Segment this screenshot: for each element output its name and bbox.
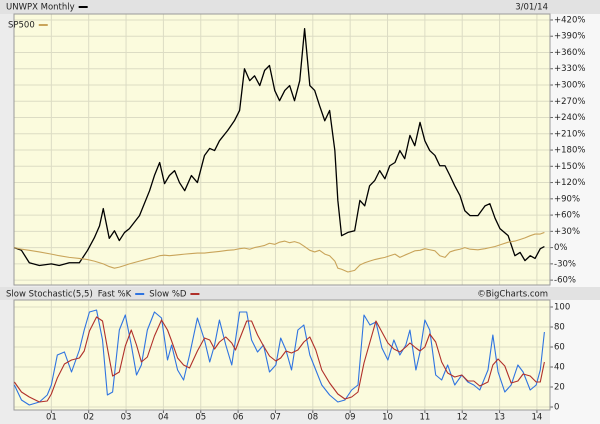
y-tick-label: +360% [554, 48, 585, 58]
legend-label: SP500 [8, 21, 35, 31]
plot-area [13, 299, 551, 411]
plot-frame [13, 13, 551, 286]
y-tick-label: +180% [554, 146, 585, 156]
legend-label: Fast %K [98, 290, 132, 300]
x-tick-label: 12 [457, 413, 468, 423]
axis-panel [550, 14, 600, 287]
y-tick-label: +300% [554, 81, 585, 91]
series-line [13, 316, 545, 403]
y-tick-label: 0 [554, 403, 559, 413]
y-tick-label: 60 [554, 343, 565, 353]
y-tick-label: -30% [554, 259, 576, 269]
series-line [13, 309, 545, 406]
y-tick-label: +240% [554, 113, 585, 123]
x-tick-label: 02 [83, 413, 94, 423]
x-tick-label: 14 [532, 413, 543, 423]
series-line [14, 27, 545, 267]
y-tick-label: +90% [554, 194, 580, 204]
x-tick-label: 13 [494, 413, 505, 423]
y-tick-label: 20 [554, 383, 565, 393]
y-tick-label: +30% [554, 227, 580, 237]
legend-label: UNWPX Monthly [6, 3, 75, 13]
x-tick-label: 09 [345, 413, 356, 423]
series-line [14, 231, 545, 273]
header-bar [0, 0, 600, 14]
indicator-title: Slow Stochastic(5,5) [6, 290, 93, 300]
y-tick-label: +270% [554, 97, 585, 107]
plot-frame [13, 299, 551, 411]
x-tick-label: 10 [382, 413, 393, 423]
y-tick-label: 40 [554, 363, 565, 373]
x-tick-label: 05 [195, 413, 206, 423]
x-tick-label: 04 [158, 413, 169, 423]
indicator-header-bar [0, 287, 600, 300]
y-tick-label: -60% [554, 276, 576, 286]
y-tick-label: +420% [554, 15, 585, 25]
y-tick-label: +60% [554, 211, 580, 221]
y-tick-label: 100 [554, 303, 570, 313]
x-tick-label: 08 [307, 413, 318, 423]
y-tick-label: 0% [554, 243, 568, 253]
y-tick-label: +330% [554, 64, 585, 74]
chart-date: 3/01/14 [515, 3, 548, 13]
credit: ©BigCharts.com [477, 290, 548, 300]
axis-panel [550, 300, 600, 424]
x-tick-label: 07 [270, 413, 281, 423]
y-tick-label: +150% [554, 162, 585, 172]
x-tick-label: 06 [233, 413, 244, 423]
y-tick-label: 80 [554, 323, 565, 333]
x-tick-label: 11 [419, 413, 430, 423]
x-tick-label: 01 [46, 413, 57, 423]
x-tick-label: 03 [121, 413, 132, 423]
y-tick-label: +120% [554, 178, 585, 188]
y-tick-label: +210% [554, 129, 585, 139]
plot-area [13, 13, 551, 286]
y-tick-label: +390% [554, 32, 585, 42]
legend-label: Slow %D [149, 290, 187, 300]
